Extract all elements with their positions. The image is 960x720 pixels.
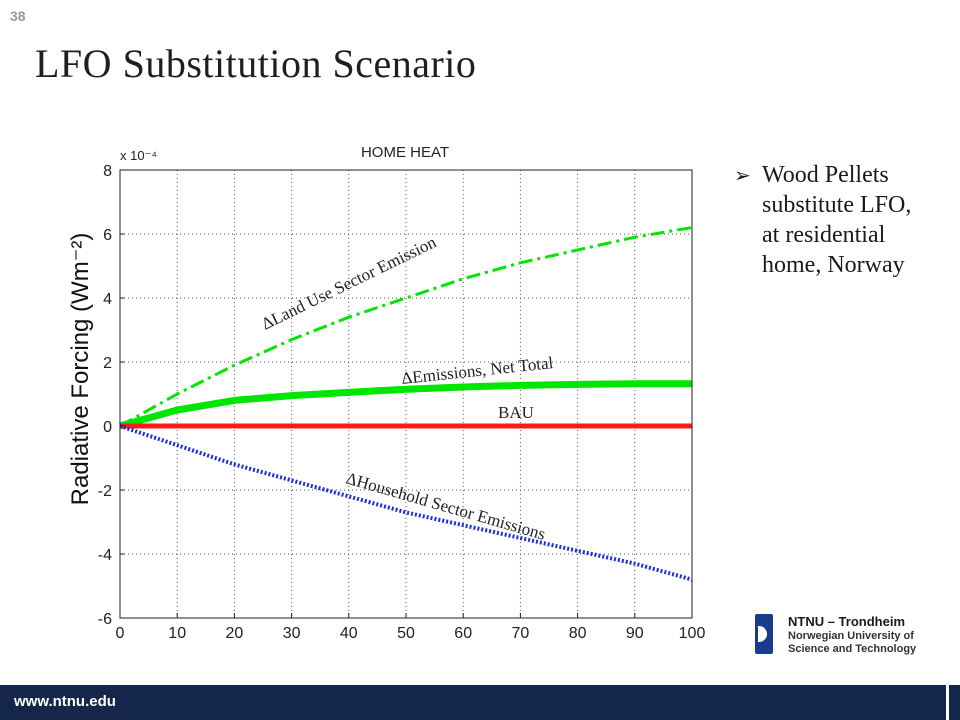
- y-exponent-label: x 10⁻⁴: [120, 148, 157, 163]
- x-tick-label: 30: [283, 625, 301, 642]
- footer-divider: [946, 685, 949, 720]
- ntnu-logo-mark-icon: [755, 614, 773, 654]
- y-tick-label: 4: [103, 291, 112, 308]
- footer-bar: www.ntnu.edu: [0, 685, 960, 720]
- y-axis-label: Radiative Forcing (Wm⁻²): [67, 233, 94, 506]
- x-tick-label: 60: [454, 625, 472, 642]
- x-tick-label: 80: [569, 625, 587, 642]
- y-tick-label: 2: [103, 355, 112, 372]
- x-tick-label: 70: [512, 625, 530, 642]
- footer-url[interactable]: www.ntnu.edu: [14, 693, 116, 710]
- bullet-text: Wood Pellets substitute LFO, at resident…: [762, 162, 912, 278]
- slide-title: LFO Substitution Scenario: [35, 41, 477, 86]
- series-line-1: [119, 380, 692, 430]
- series-line-3: [119, 424, 693, 582]
- series-line-0: [119, 226, 693, 428]
- bullet-point: ➢ Wood Pellets substitute LFO, at reside…: [734, 160, 934, 280]
- arrow-bullet-icon: ➢: [734, 163, 751, 187]
- slide-number: 38: [10, 8, 26, 24]
- series-annotation-2: BAU: [498, 403, 534, 422]
- y-tick-label: 0: [103, 419, 112, 436]
- y-tick-label: -6: [98, 611, 112, 628]
- x-tick-label: 90: [626, 625, 644, 642]
- x-tick-label: 20: [226, 625, 244, 642]
- y-tick-label: 6: [103, 227, 112, 244]
- ntnu-logo: NTNU – Trondheim Norwegian University of…: [755, 608, 955, 658]
- x-tick-label: 100: [679, 625, 706, 642]
- x-tick-label: 0: [116, 625, 125, 642]
- x-tick-label: 40: [340, 625, 358, 642]
- logo-line-2: Norwegian University of: [788, 630, 914, 642]
- chart-title: HOME HEAT: [361, 144, 449, 161]
- x-tick-label: 10: [168, 625, 186, 642]
- y-tick-label: -4: [98, 547, 112, 564]
- logo-line-1: NTNU – Trondheim: [788, 614, 906, 629]
- logo-line-3: Science and Technology: [788, 643, 917, 655]
- y-tick-label: -2: [98, 483, 112, 500]
- y-tick-label: 8: [103, 163, 112, 180]
- x-tick-label: 50: [397, 625, 415, 642]
